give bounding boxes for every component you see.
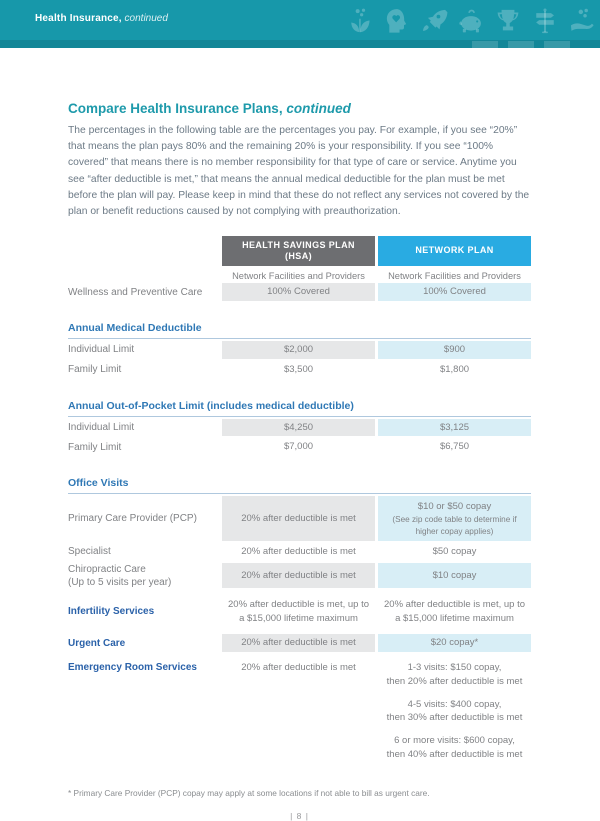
section-title-out-of-pocket-limit: Annual Out-of-Pocket Limit (includes med…: [68, 400, 531, 417]
network-plan-header-line1: NETWORK PLAN: [415, 245, 494, 256]
table-row-chiropractic: Chiropractic Care (Up to 5 visits per ye…: [68, 563, 531, 589]
table-row-infertility: Infertility Services 20% after deductibl…: [68, 596, 531, 628]
footnote: * Primary Care Provider (PCP) copay may …: [68, 787, 430, 798]
table-row-pcp: Primary Care Provider (PCP) 20% after de…: [68, 496, 531, 542]
page-content: Compare Health Insurance Plans, continue…: [0, 101, 600, 821]
network-cell: $50 copay: [432, 546, 477, 558]
network-cell-note: (See zip code table to determine if high…: [392, 515, 517, 536]
hsa-cell: 20% after deductible is met: [241, 662, 356, 674]
network-cell: 100% Covered: [378, 283, 531, 301]
hsa-cell: 20% after deductible is met: [222, 496, 375, 542]
row-label: Emergency Room Services: [68, 662, 197, 674]
hsa-cell: 100% Covered: [222, 283, 375, 301]
network-cell-main: $10 or $50 copay: [417, 500, 492, 512]
banner-title-text: Health Insurance,: [35, 13, 122, 24]
plan-header-row: HEALTH SAVINGS PLAN (HSA) NETWORK PLAN: [68, 236, 531, 267]
hsa-cell: 20% after deductible is met, up to a $15…: [228, 598, 369, 624]
table-row-oop-individual: Individual Limit $4,250 $3,125: [68, 418, 531, 437]
banner-bottom-strip: [0, 40, 600, 48]
row-label: Specialist: [68, 546, 111, 558]
hand-coins-icon: [568, 7, 596, 35]
network-cell: $10 or $50 copay (See zip code table to …: [378, 496, 531, 542]
row-label-line2: (Up to 5 visits per year): [68, 576, 172, 588]
network-cell: $1,800: [439, 363, 470, 375]
hsa-cell: 20% after deductible is met: [241, 546, 356, 558]
section-title-annual-medical-deductible: Annual Medical Deductible: [68, 322, 531, 339]
hsa-cell: 20% after deductible is met: [222, 563, 375, 589]
table-row-wellness: Wellness and Preventive Care 100% Covere…: [68, 283, 531, 301]
row-label: Primary Care Provider (PCP): [68, 513, 197, 525]
banner-title-continued: continued: [121, 13, 168, 24]
row-label: Wellness and Preventive Care: [68, 286, 203, 298]
page-title: Compare Health Insurance Plans, continue…: [68, 101, 531, 116]
row-label: Infertility Services: [68, 606, 155, 618]
row-label-line1: Chiropractic Care: [68, 563, 146, 575]
banner-title: Health Insurance, continued: [35, 13, 168, 24]
hsa-plan-header-line1: HEALTH SAVINGS PLAN: [242, 239, 355, 250]
rocket-icon: [420, 7, 448, 35]
page-number: | 8 |: [290, 810, 309, 821]
hsa-plan-header: HEALTH SAVINGS PLAN (HSA): [222, 236, 375, 267]
row-label: Family Limit: [68, 364, 122, 376]
row-label: Family Limit: [68, 441, 122, 453]
table-row-oop-family: Family Limit $7,000 $6,750: [68, 438, 531, 456]
section-title-office-visits: Office Visits: [68, 477, 531, 495]
tier-line: 1-3 visits: $150 copay,: [407, 662, 502, 674]
top-banner: Health Insurance, continued: [0, 0, 600, 48]
table-row-urgent-care: Urgent Care 20% after deductible is met …: [68, 634, 531, 653]
head-heart-icon: [383, 7, 411, 35]
table-row-specialist: Specialist 20% after deductible is met $…: [68, 543, 531, 561]
hsa-cell: 20% after deductible is met: [222, 634, 375, 653]
network-cell: 1-3 visits: $150 copay, then 20% after d…: [378, 659, 531, 773]
hsa-cell: $4,250: [222, 418, 375, 437]
subheader-row: Network Facilities and Providers Network…: [68, 271, 531, 281]
hsa-cell: $7,000: [283, 441, 314, 453]
page-title-text: Compare Health Insurance Plans,: [68, 101, 283, 116]
network-subheader: Network Facilities and Providers: [388, 271, 521, 282]
table-row-deductible-family: Family Limit $3,500 $1,800: [68, 361, 531, 379]
tier-line: 4-5 visits: $400 copay,: [407, 698, 502, 710]
piggy-bank-lock-icon: [457, 7, 485, 35]
signpost-icon: [531, 7, 559, 35]
tier-line: 6 or more visits: $600 copay,: [394, 735, 515, 747]
tier-line: then 30% after deductible is met: [386, 712, 523, 724]
network-cell: $10 copay: [378, 563, 531, 589]
tier-line: then 40% after deductible is met: [386, 748, 523, 760]
hsa-cell: $2,000: [222, 340, 375, 359]
banner-icon-row: [346, 7, 596, 35]
hsa-subheader: Network Facilities and Providers: [232, 271, 365, 282]
network-cell: $900: [378, 340, 531, 359]
network-cell: $6,750: [439, 441, 470, 453]
row-label: Individual Limit: [68, 344, 135, 356]
row-label: Urgent Care: [68, 637, 126, 649]
network-cell: $20 copay*: [378, 634, 531, 653]
hsa-cell: $3,500: [283, 363, 314, 375]
table-row-deductible-individual: Individual Limit $2,000 $900: [68, 340, 531, 359]
seedling-coins-icon: [346, 7, 374, 35]
emergency-tier-2: 4-5 visits: $400 copay, then 30% after d…: [387, 698, 523, 726]
comparison-table: HEALTH SAVINGS PLAN (HSA) NETWORK PLAN N…: [68, 236, 531, 772]
intro-paragraph: The percentages in the following table a…: [68, 125, 530, 218]
trophy-icon: [494, 7, 522, 35]
page-title-continued: continued: [282, 101, 351, 116]
table-row-emergency: Emergency Room Services 20% after deduct…: [68, 659, 531, 773]
emergency-tier-1: 1-3 visits: $150 copay, then 20% after d…: [387, 661, 523, 689]
emergency-tier-3: 6 or more visits: $600 copay, then 40% a…: [387, 734, 523, 762]
row-label: Chiropractic Care (Up to 5 visits per ye…: [68, 563, 222, 589]
network-cell: $3,125: [378, 418, 531, 437]
network-cell: 20% after deductible is met, up to a $15…: [384, 598, 525, 624]
plan-header-spacer: [68, 236, 222, 266]
hsa-plan-header-line2: (HSA): [285, 251, 312, 262]
network-plan-header: NETWORK PLAN: [378, 236, 531, 267]
row-label: Individual Limit: [68, 421, 135, 433]
tier-line: then 20% after deductible is met: [386, 675, 523, 687]
